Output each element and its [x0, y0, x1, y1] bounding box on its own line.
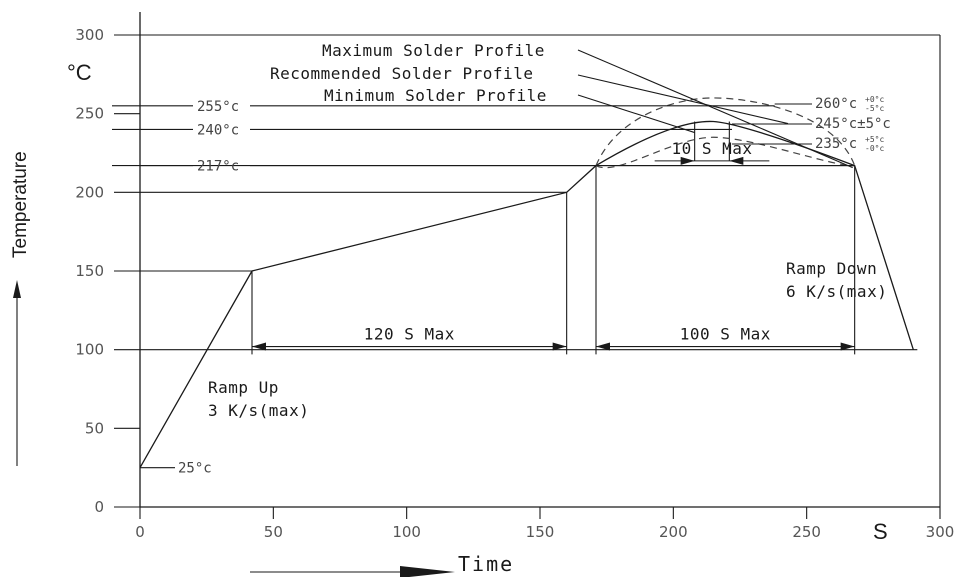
ramp-down-line1: Ramp Down	[786, 259, 877, 278]
duration-100s-arrow-left	[596, 342, 610, 351]
ramp-up-line2: 3 K/s(max)	[208, 401, 309, 420]
y-unit-label: °C	[67, 60, 92, 85]
duration-120s-arrow-right	[552, 342, 567, 351]
y-axis-title: Temperature	[10, 151, 31, 258]
marker-label: 255°c	[197, 99, 239, 115]
x-tick-label: 0	[135, 523, 145, 541]
peak-tolerance-top: +5°c	[865, 135, 884, 144]
label-max-profile: Maximum Solder Profile	[322, 41, 545, 60]
duration-100s-label: 100 S Max	[680, 325, 771, 344]
label-min-profile: Minimum Solder Profile	[324, 86, 547, 105]
peak-label-main: 245°c±5°c	[815, 116, 891, 132]
pointer-max-profile	[577, 49, 853, 169]
x-axis-arrow-head	[400, 566, 455, 577]
duration-10s-label: 10 S Max	[671, 139, 752, 158]
ramp-up-line1: Ramp Up	[208, 378, 279, 397]
y-tick-label: 300	[75, 26, 104, 44]
peak-tolerance-bottom: -5°c	[865, 104, 884, 113]
duration-100s-arrow-right	[840, 342, 855, 351]
duration-10s-arrow-right	[729, 156, 744, 165]
y-axis-arrow-head	[13, 280, 21, 298]
x-tick-label: 100	[392, 523, 421, 541]
duration-10s-arrow-left	[680, 156, 695, 165]
x-tick-label: 250	[792, 523, 821, 541]
duration-120s-arrow-left	[252, 342, 266, 351]
x-tick-label: 200	[659, 523, 688, 541]
marker-label: 217°c	[197, 159, 239, 175]
x-tick-label: 150	[526, 523, 555, 541]
peak-tolerance-bottom: -0°c	[865, 144, 884, 153]
label-recommended-profile: Recommended Solder Profile	[270, 64, 533, 83]
x-tick-label: 300	[926, 523, 955, 541]
y-tick-label: 50	[85, 419, 104, 437]
marker-label-25: 25°c	[178, 461, 212, 477]
peak-label-main: 260°c	[815, 96, 857, 112]
x-unit-label: S	[873, 519, 888, 544]
y-tick-label: 100	[75, 341, 104, 359]
y-tick-label: 0	[94, 498, 104, 516]
marker-label: 240°c	[197, 122, 239, 138]
series-maximum-profile	[595, 97, 856, 166]
series-minimum-profile	[595, 136, 855, 169]
peak-label-main: 235°c	[815, 136, 857, 152]
y-tick-label: 150	[75, 262, 104, 280]
duration-120s-label: 120 S Max	[364, 325, 455, 344]
x-axis-title: Time	[458, 552, 514, 576]
x-tick-label: 50	[264, 523, 283, 541]
pointer-rec-profile	[577, 74, 789, 125]
y-tick-label: 200	[75, 183, 104, 201]
pointer-min-profile	[577, 94, 695, 134]
y-tick-label: 250	[75, 105, 104, 123]
peak-tolerance-top: +0°c	[865, 95, 884, 104]
ramp-down-line2: 6 K/s(max)	[786, 282, 887, 301]
